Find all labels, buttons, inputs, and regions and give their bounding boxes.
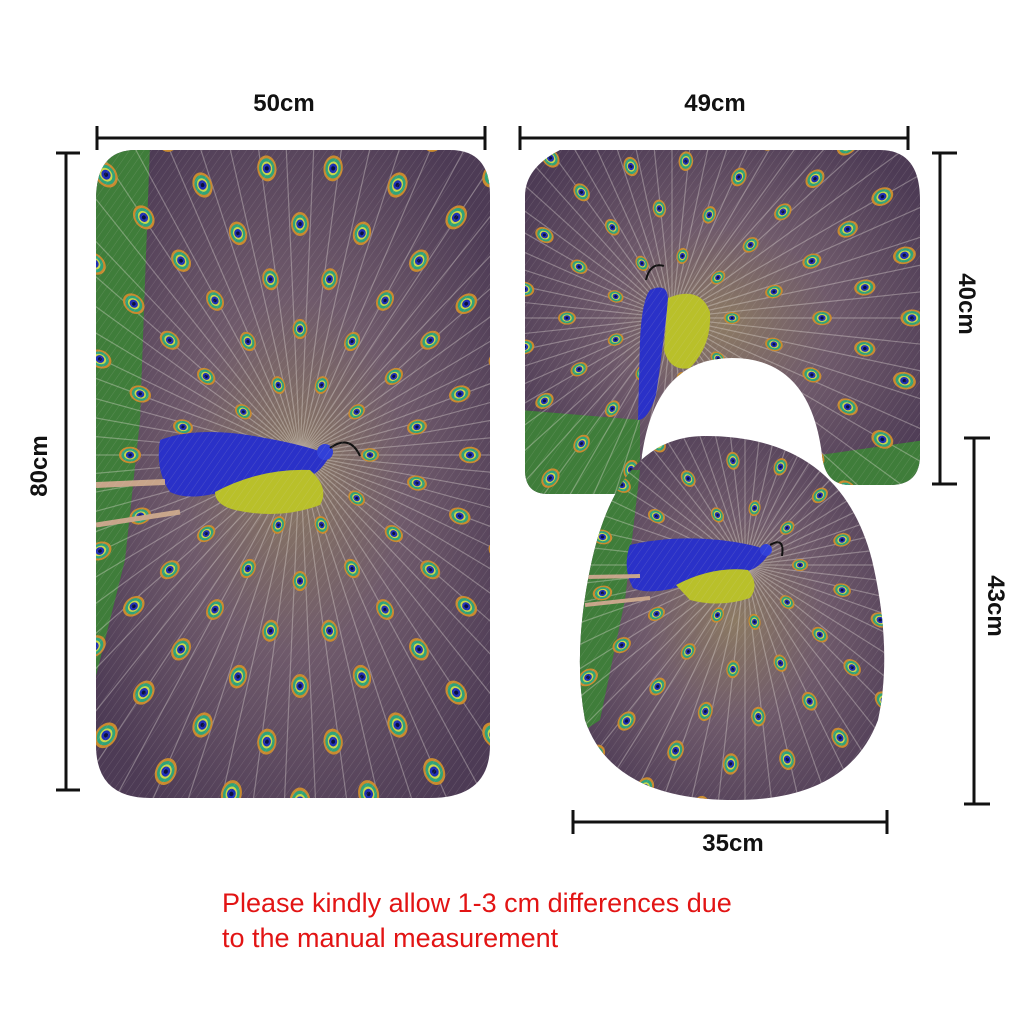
feather-eye <box>528 575 560 604</box>
bath-mat-height-label: 80cm <box>26 435 53 497</box>
lid-cover <box>499 403 991 800</box>
feather-eye <box>903 640 929 664</box>
dimension-line-lid-width <box>571 810 889 834</box>
feather-eye <box>490 631 522 663</box>
feather-eye <box>544 557 565 573</box>
lid-cover-height-label: 43cm <box>982 575 1009 637</box>
feather-eye <box>551 613 576 634</box>
feather-eye <box>18 512 48 537</box>
feather-eye <box>649 103 666 126</box>
feather-eye <box>498 421 525 446</box>
feather-eye <box>513 644 541 668</box>
feather-eye <box>870 502 885 518</box>
feather-eye <box>499 524 524 544</box>
feather-eye <box>678 54 697 78</box>
bath-mat-width-label: 50cm <box>253 90 315 117</box>
feather-eye <box>808 788 827 800</box>
dimension-line-contour-mat-height <box>932 151 957 486</box>
feather-eye <box>0 548 3 576</box>
feather-eye <box>921 585 945 604</box>
dimension-line-bath-mat-width <box>95 126 487 150</box>
feather-eye <box>702 412 717 430</box>
feather-eye <box>902 720 931 748</box>
feather-eye <box>921 526 945 545</box>
feather-eye <box>505 498 533 527</box>
feather-eye <box>557 532 582 560</box>
feather-eye <box>499 586 524 606</box>
feather-eye <box>696 407 715 430</box>
feather-eye <box>69 477 95 498</box>
feather-eye <box>541 696 570 723</box>
disclaimer-line-1: Please kindly allow 1-3 cm differences d… <box>222 888 732 918</box>
feather-eye <box>218 100 244 132</box>
dimension-line-contour-mat-width <box>518 126 910 150</box>
feather-eye <box>41 575 73 604</box>
feather-eye <box>742 383 759 399</box>
dimension-line-lid-height <box>964 436 990 806</box>
feather-eye <box>69 412 95 433</box>
feather-eye <box>41 306 73 335</box>
feather-eye <box>0 266 31 298</box>
disclaimer-line-2: to the manual measurement <box>222 923 559 953</box>
feather-eye <box>880 557 885 573</box>
feather-eye <box>750 403 766 424</box>
bath-mat <box>0 100 582 798</box>
feather-eye <box>616 58 637 84</box>
measurement-disclaimer: Please kindly allow 1-3 cm differences d… <box>222 886 732 956</box>
feather-eye <box>0 334 3 362</box>
dimension-line-bath-mat-height <box>56 151 80 792</box>
feather-eye <box>760 150 779 151</box>
feather-eye <box>589 115 612 141</box>
dimension-lines <box>56 126 990 834</box>
feather-eye <box>552 512 582 537</box>
feather-eye <box>751 799 769 800</box>
feather-eye <box>787 91 814 120</box>
feather-eye <box>861 762 881 785</box>
contour-mat-width-label: 49cm <box>684 90 746 117</box>
feather-eye <box>528 670 563 704</box>
feather-eye <box>968 556 991 573</box>
feather-eye <box>490 248 522 280</box>
feather-eye <box>937 671 966 697</box>
contour-mat-height-label: 40cm <box>953 273 980 335</box>
feather-eye <box>18 373 48 398</box>
feather-eye <box>734 65 757 92</box>
feather-eye <box>498 190 525 215</box>
feather-eye <box>652 418 667 437</box>
feather-eye <box>774 415 792 433</box>
feather-eye <box>356 100 382 132</box>
lid-cover-width-label: 35cm <box>702 830 764 857</box>
feather-eye <box>551 495 576 516</box>
feather-eye <box>557 76 582 104</box>
feather-eye <box>0 612 31 644</box>
